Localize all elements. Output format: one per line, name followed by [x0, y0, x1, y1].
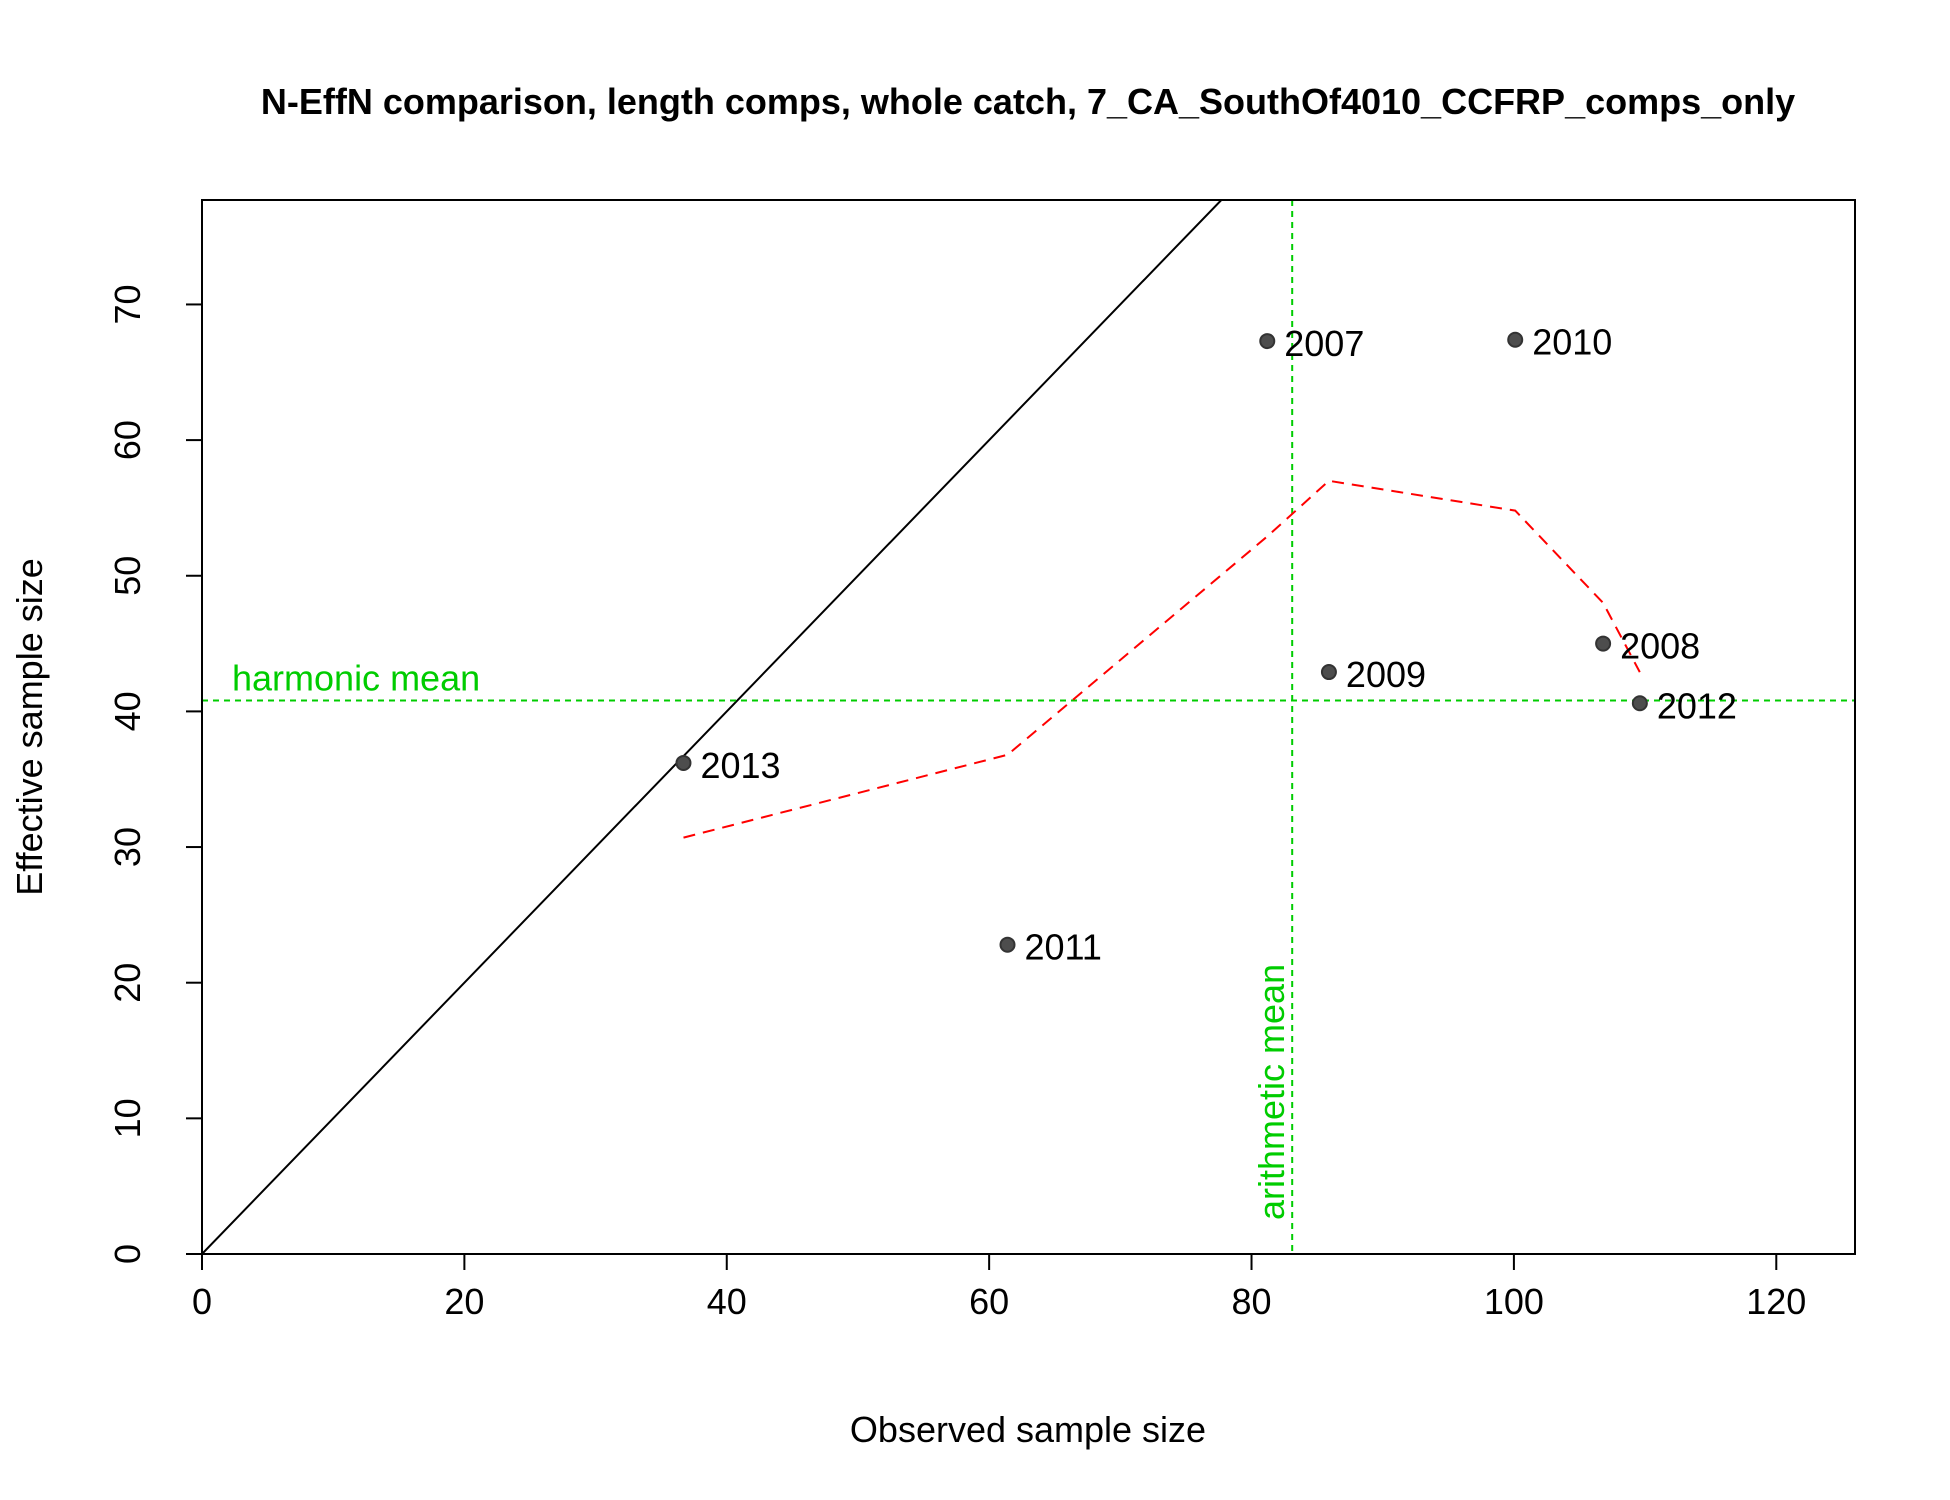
point-label-2010: 2010 [1532, 322, 1612, 363]
y-tick-label-50: 50 [107, 556, 148, 596]
y-tick-label-60: 60 [107, 420, 148, 460]
data-point-2009 [1320, 664, 1337, 681]
smoother-line [683, 479, 1641, 839]
y-tick-label-30: 30 [107, 827, 148, 867]
data-point-2008 [1595, 635, 1612, 652]
x-tick-label-40: 40 [707, 1281, 747, 1322]
y-tick-label-40: 40 [107, 691, 148, 731]
chart-title: N-EffN comparison, length comps, whole c… [261, 81, 1795, 122]
data-point-2007 [1259, 333, 1276, 350]
point-label-2008: 2008 [1620, 626, 1700, 667]
y-tick-label-10: 10 [107, 1098, 148, 1138]
x-axis-label: Observed sample size [850, 1409, 1206, 1450]
data-point-2011 [999, 936, 1016, 953]
harmonic-mean-label: harmonic mean [232, 658, 480, 699]
x-tick-label-60: 60 [969, 1281, 1009, 1322]
x-tick-label-20: 20 [444, 1281, 484, 1322]
point-label-2013: 2013 [700, 745, 780, 786]
y-tick-label-70: 70 [107, 284, 148, 324]
x-tick-label-0: 0 [192, 1281, 212, 1322]
point-label-2007: 2007 [1284, 323, 1364, 364]
x-tick-label-100: 100 [1484, 1281, 1544, 1322]
y-axis-label: Effective sample size [9, 558, 50, 895]
data-point-2012 [1631, 695, 1648, 712]
point-label-2011: 2011 [1025, 927, 1102, 968]
arithmetic-mean-label: arithmetic mean [1251, 964, 1292, 1220]
y-tick-label-20: 20 [107, 963, 148, 1003]
point-label-2012: 2012 [1657, 685, 1737, 726]
point-label-2009: 2009 [1346, 654, 1426, 695]
one-to-one-line [202, 200, 1223, 1254]
plot-frame [201, 199, 1856, 1255]
x-tick-label-120: 120 [1746, 1281, 1806, 1322]
y-tick-label-0: 0 [107, 1244, 148, 1264]
x-tick-label-80: 80 [1232, 1281, 1272, 1322]
data-point-2013 [675, 754, 692, 771]
data-point-2010 [1507, 331, 1524, 348]
